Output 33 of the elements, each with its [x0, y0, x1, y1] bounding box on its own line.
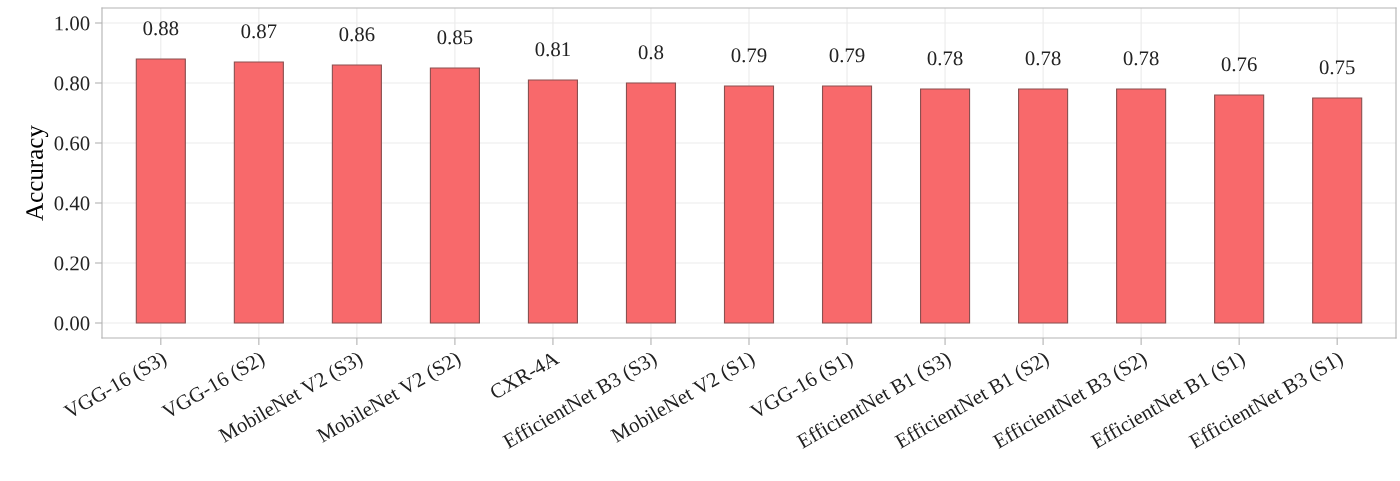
bar — [1312, 97, 1363, 324]
y-axis-title: Accuracy — [26, 125, 49, 221]
y-tick-label: 0.60 — [54, 136, 90, 151]
y-tick-label: 1.00 — [55, 16, 90, 31]
bar — [527, 79, 579, 324]
bar — [1116, 88, 1167, 324]
data-label: 0.87 — [241, 24, 277, 39]
data-label: 0.78 — [1123, 51, 1159, 66]
data-label: 0.79 — [731, 48, 767, 63]
data-label: 0.76 — [1221, 57, 1257, 72]
data-label: 0.88 — [143, 21, 179, 36]
bar — [233, 61, 284, 324]
y-tick-label: 0.80 — [54, 76, 90, 91]
data-label: 0.75 — [1319, 60, 1355, 75]
data-label: 0.81 — [535, 42, 570, 57]
data-label: 0.78 — [927, 51, 963, 66]
bar — [429, 67, 480, 324]
bar — [821, 85, 873, 324]
data-label: 0.86 — [339, 27, 375, 42]
data-label: 0.85 — [437, 30, 473, 45]
bar — [135, 58, 186, 324]
bar — [625, 82, 677, 324]
data-label: 0.8 — [638, 45, 664, 60]
data-label: 0.78 — [1025, 51, 1061, 66]
y-tick-label: 0.20 — [54, 256, 90, 271]
bar — [723, 85, 775, 324]
bar — [1018, 88, 1069, 324]
data-label: 0.79 — [829, 48, 865, 63]
bar — [331, 64, 382, 324]
bar — [919, 88, 971, 324]
bar — [1214, 94, 1265, 324]
y-tick-label: 0.40 — [54, 196, 90, 211]
y-tick-label: 0.00 — [54, 316, 90, 331]
